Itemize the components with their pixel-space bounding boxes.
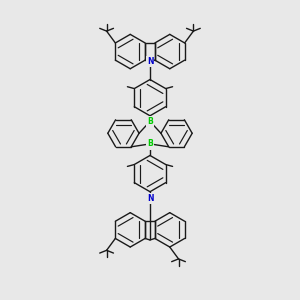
Text: B: B	[147, 117, 153, 126]
Text: B: B	[147, 140, 153, 148]
Text: N: N	[147, 194, 153, 203]
Text: N: N	[147, 57, 153, 66]
